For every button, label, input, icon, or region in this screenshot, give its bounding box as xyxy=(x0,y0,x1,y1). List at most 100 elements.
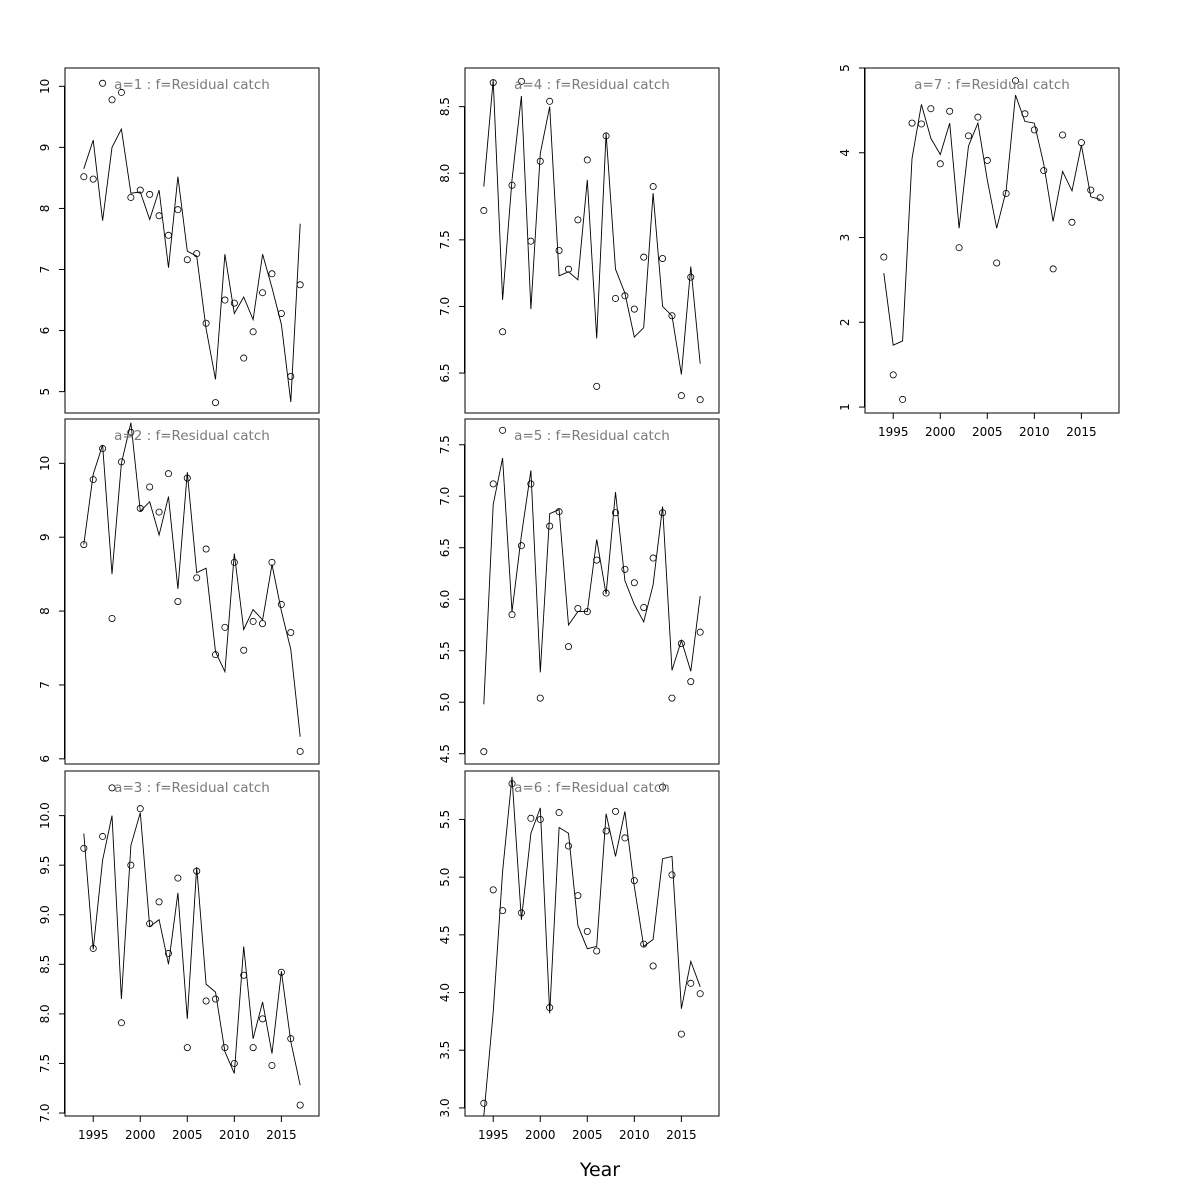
y-tick-label: 7 xyxy=(38,681,52,689)
data-point xyxy=(127,193,135,201)
panel-4: 6.5 7.0 7.5 8.0 8.5 a=4 : f=Residual catch xyxy=(438,67,720,414)
data-point xyxy=(146,190,154,198)
x-tick-label: 2000 xyxy=(925,425,956,439)
data-point xyxy=(640,940,648,948)
x-tick-label: 1995 xyxy=(478,1128,509,1142)
data-point xyxy=(687,273,695,281)
data-point xyxy=(621,292,629,300)
panel-7: 1 2 3 4 5 1995 2000 2005 2010 2015 a=7 : f=Residua… xyxy=(838,64,1120,439)
data-point xyxy=(230,1059,238,1067)
data-point xyxy=(899,395,907,403)
data-point xyxy=(880,253,888,261)
data-point xyxy=(136,186,144,194)
x-tick-label: 2005 xyxy=(572,1128,603,1142)
y-tick-label: 6 xyxy=(38,755,52,763)
y-tick-label: 9 xyxy=(38,144,52,152)
data-point xyxy=(527,237,535,245)
data-point xyxy=(640,603,648,611)
data-point xyxy=(212,399,220,407)
data-point xyxy=(564,842,572,850)
data-point xyxy=(508,181,516,189)
data-point xyxy=(546,97,554,105)
data-point xyxy=(1012,77,1020,85)
panel-title: a=6 : f=Residual catch xyxy=(514,780,670,796)
data-point xyxy=(249,617,257,625)
y-tick-label: 7 xyxy=(38,266,52,274)
fitted-line xyxy=(83,127,301,403)
y-tick-label: 6.0 xyxy=(438,590,452,609)
data-point xyxy=(240,971,248,979)
data-point xyxy=(574,892,582,900)
data-point xyxy=(108,614,116,622)
data-point xyxy=(1087,186,1095,194)
fitted-line xyxy=(883,94,1101,346)
data-point xyxy=(1068,218,1076,226)
data-point xyxy=(687,678,695,686)
panel-2: 6 7 8 9 10 a=2 : f=Residual catch xyxy=(38,418,320,765)
data-point xyxy=(499,426,507,434)
data-point xyxy=(99,445,107,453)
fitted-line xyxy=(483,458,701,705)
data-point xyxy=(259,620,267,628)
data-point xyxy=(80,541,88,549)
y-tick-label: 7.0 xyxy=(438,297,452,316)
data-point xyxy=(649,183,657,191)
data-point xyxy=(108,784,116,792)
panel-title: a=4 : f=Residual catch xyxy=(514,77,670,93)
data-point xyxy=(221,1044,229,1052)
x-tick-label: 2010 xyxy=(619,1128,650,1142)
data-point xyxy=(583,608,591,616)
data-point xyxy=(155,212,163,220)
data-point xyxy=(489,480,497,488)
data-point xyxy=(80,844,88,852)
data-point xyxy=(136,504,144,512)
panel-5: 4.5 5.0 5.5 6.0 6.5 7.0 7.5 a=5 : f=Residual ca… xyxy=(438,418,720,765)
data-point xyxy=(946,107,954,115)
data-point xyxy=(593,947,601,955)
y-tick-label: 8.5 xyxy=(438,97,452,116)
data-point xyxy=(99,832,107,840)
y-tick-label: 8 xyxy=(38,607,52,615)
data-point xyxy=(193,250,201,258)
fitted-line xyxy=(483,776,701,1117)
data-point xyxy=(696,396,704,404)
data-point xyxy=(536,815,544,823)
data-point xyxy=(927,105,935,113)
data-point xyxy=(536,157,544,165)
x-tick-label: 2000 xyxy=(125,1128,156,1142)
data-point xyxy=(108,96,116,104)
data-point xyxy=(974,113,982,121)
data-point xyxy=(480,1099,488,1107)
y-tick-label: 6 xyxy=(38,327,52,335)
x-tick-label: 2010 xyxy=(1019,425,1050,439)
x-tick-label: 2000 xyxy=(525,1128,556,1142)
y-tick-label: 7.5 xyxy=(438,230,452,249)
data-point xyxy=(146,483,154,491)
data-point xyxy=(221,296,229,304)
data-point xyxy=(164,470,172,478)
data-point xyxy=(1059,131,1067,139)
data-point xyxy=(630,579,638,587)
data-point xyxy=(574,604,582,612)
data-point xyxy=(1021,110,1029,118)
y-tick-label: 7.0 xyxy=(438,487,452,506)
data-point xyxy=(696,990,704,998)
x-tick-label: 1995 xyxy=(78,1128,109,1142)
x-tick-label: 2005 xyxy=(972,425,1003,439)
data-point xyxy=(964,132,972,140)
data-point xyxy=(602,589,610,597)
x-tick-label: 1995 xyxy=(878,425,909,439)
data-point xyxy=(983,156,991,164)
y-tick-label: 8.0 xyxy=(38,1004,52,1023)
panel-title: a=7 : f=Residual catch xyxy=(914,77,1070,93)
data-point xyxy=(230,299,238,307)
data-point xyxy=(202,997,210,1005)
data-point xyxy=(193,574,201,582)
y-tick-label: 5.5 xyxy=(438,641,452,660)
data-point xyxy=(499,328,507,336)
data-point xyxy=(489,886,497,894)
data-point xyxy=(136,805,144,813)
data-point xyxy=(555,508,563,516)
data-point xyxy=(240,646,248,654)
data-point xyxy=(296,1101,304,1109)
